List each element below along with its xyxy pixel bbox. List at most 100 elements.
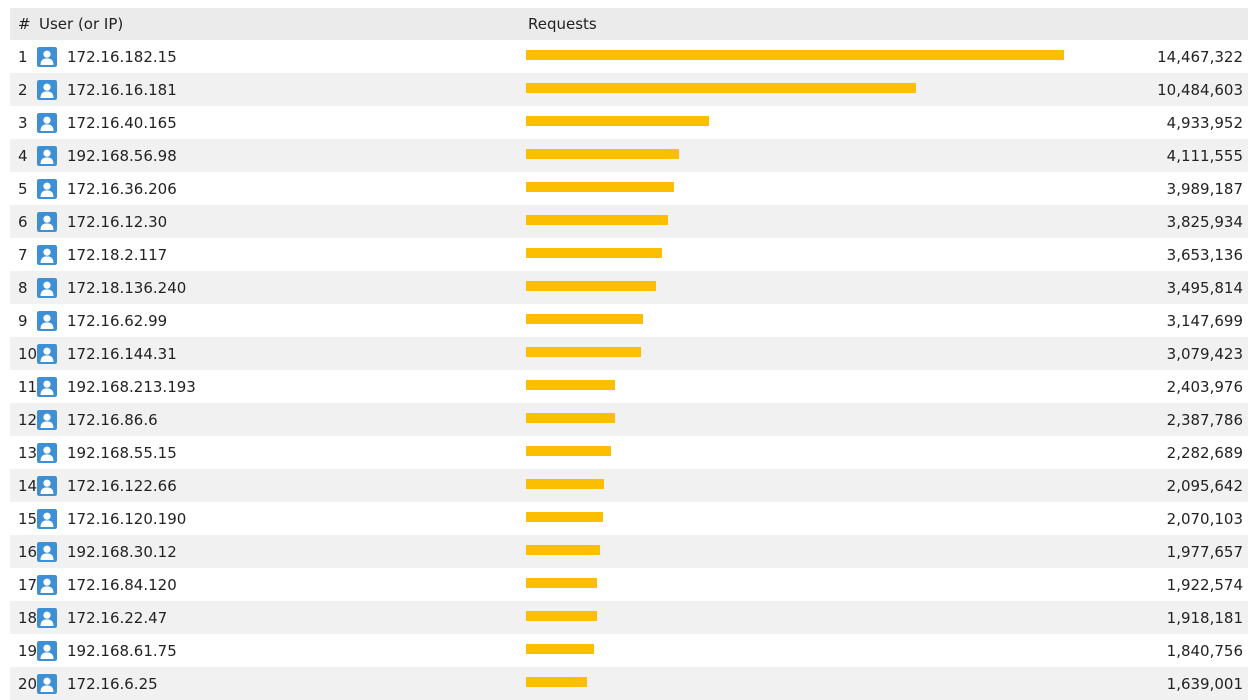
row-user[interactable]: 172.18.136.240 xyxy=(37,277,524,298)
requests-bar xyxy=(526,182,674,192)
row-requests-value: 3,079,423 xyxy=(1166,344,1243,363)
row-bar-cell xyxy=(524,370,1069,403)
row-user[interactable]: 172.16.40.165 xyxy=(37,112,524,133)
table-row[interactable]: 12 172.16.86.6 2,387,786 xyxy=(10,403,1248,436)
row-user-label: 172.18.136.240 xyxy=(67,278,187,297)
row-requests-value: 1,918,181 xyxy=(1166,608,1243,627)
row-user[interactable]: 172.16.86.6 xyxy=(37,409,524,430)
row-user[interactable]: 172.18.2.117 xyxy=(37,244,524,265)
row-user-label: 172.18.2.117 xyxy=(67,245,168,264)
row-user[interactable]: 172.16.84.120 xyxy=(37,574,524,595)
table-row[interactable]: 4 192.168.56.98 4,111,555 xyxy=(10,139,1248,172)
table-row[interactable]: 14 172.16.122.66 2,095,642 xyxy=(10,469,1248,502)
table-row[interactable]: 17 172.16.84.120 1,922,574 xyxy=(10,568,1248,601)
row-user-label: 192.168.56.98 xyxy=(67,146,177,165)
user-icon xyxy=(37,211,67,232)
table-row[interactable]: 11 192.168.213.193 2,403,976 xyxy=(10,370,1248,403)
row-user[interactable]: 172.16.22.47 xyxy=(37,607,524,628)
requests-bar xyxy=(526,281,656,291)
row-user[interactable]: 172.16.12.30 xyxy=(37,211,524,232)
user-icon xyxy=(37,46,67,67)
table-row[interactable]: 8 172.18.136.240 3,495,814 xyxy=(10,271,1248,304)
row-user[interactable]: 172.16.62.99 xyxy=(37,310,524,331)
row-requests-value: 1,922,574 xyxy=(1166,575,1243,594)
requests-bar xyxy=(526,314,643,324)
row-user-label: 172.16.62.99 xyxy=(67,311,168,330)
table-row[interactable]: 15 172.16.120.190 2,070,103 xyxy=(10,502,1248,535)
row-requests-value: 4,111,555 xyxy=(1166,146,1243,165)
header-rank[interactable]: # xyxy=(18,15,31,33)
row-bar-cell xyxy=(524,634,1069,667)
row-user[interactable]: 172.16.6.25 xyxy=(37,673,524,694)
row-bar-cell xyxy=(524,238,1069,271)
requests-bar xyxy=(526,248,662,258)
row-bar-cell xyxy=(524,667,1069,700)
row-user[interactable]: 192.168.213.193 xyxy=(37,376,524,397)
user-icon xyxy=(37,673,67,694)
row-requests-value: 3,653,136 xyxy=(1166,245,1243,264)
table-row[interactable]: 20 172.16.6.25 1,639,001 xyxy=(10,667,1248,700)
row-user[interactable]: 172.16.122.66 xyxy=(37,475,524,496)
row-user[interactable]: 192.168.61.75 xyxy=(37,640,524,661)
table-row[interactable]: 13 192.168.55.15 2,282,689 xyxy=(10,436,1248,469)
row-requests-value: 2,403,976 xyxy=(1166,377,1243,396)
user-icon xyxy=(37,541,67,562)
row-bar-cell xyxy=(524,403,1069,436)
requests-bar xyxy=(526,644,594,654)
user-icon xyxy=(37,640,67,661)
table-row[interactable]: 10 172.16.144.31 3,079,423 xyxy=(10,337,1248,370)
user-icon xyxy=(37,508,67,529)
table-row[interactable]: 1 172.16.182.15 14,467,322 xyxy=(10,40,1248,73)
row-user[interactable]: 192.168.30.12 xyxy=(37,541,524,562)
row-requests-value: 3,495,814 xyxy=(1166,278,1243,297)
table-row[interactable]: 5 172.16.36.206 3,989,187 xyxy=(10,172,1248,205)
row-user-label: 172.16.36.206 xyxy=(67,179,177,198)
header-user[interactable]: User (or IP) xyxy=(39,15,124,33)
row-user[interactable]: 172.16.16.181 xyxy=(37,79,524,100)
row-user[interactable]: 172.16.182.15 xyxy=(37,46,524,67)
row-rank: 12 xyxy=(18,410,38,429)
row-user[interactable]: 192.168.55.15 xyxy=(37,442,524,463)
row-requests-value: 2,070,103 xyxy=(1166,509,1243,528)
requests-bar xyxy=(526,677,587,687)
table-row[interactable]: 9 172.16.62.99 3,147,699 xyxy=(10,304,1248,337)
header-requests[interactable]: Requests xyxy=(528,15,597,33)
table-row[interactable]: 19 192.168.61.75 1,840,756 xyxy=(10,634,1248,667)
table-row[interactable]: 3 172.16.40.165 4,933,952 xyxy=(10,106,1248,139)
row-user-label: 172.16.40.165 xyxy=(67,113,177,132)
user-icon xyxy=(37,178,67,199)
requests-bar xyxy=(526,149,679,159)
row-rank: 19 xyxy=(18,641,38,660)
row-bar-cell xyxy=(524,436,1069,469)
user-icon xyxy=(37,574,67,595)
user-icon xyxy=(37,145,67,166)
row-rank: 14 xyxy=(18,476,38,495)
requests-bar xyxy=(526,446,611,456)
row-requests-value: 1,840,756 xyxy=(1166,641,1243,660)
row-requests-value: 4,933,952 xyxy=(1166,113,1243,132)
row-user[interactable]: 192.168.56.98 xyxy=(37,145,524,166)
row-user[interactable]: 172.16.120.190 xyxy=(37,508,524,529)
row-rank: 3 xyxy=(18,113,28,132)
row-user-label: 172.16.22.47 xyxy=(67,608,168,627)
row-requests-value: 3,989,187 xyxy=(1166,179,1243,198)
row-user-label: 172.16.182.15 xyxy=(67,47,177,66)
requests-bar xyxy=(526,83,916,93)
requests-bar xyxy=(526,380,615,390)
table-row[interactable]: 2 172.16.16.181 10,484,603 xyxy=(10,73,1248,106)
user-icon xyxy=(37,277,67,298)
row-user-label: 172.16.6.25 xyxy=(67,674,158,693)
user-icon xyxy=(37,244,67,265)
requests-bar xyxy=(526,413,615,423)
row-user[interactable]: 172.16.36.206 xyxy=(37,178,524,199)
row-rank: 16 xyxy=(18,542,38,561)
row-bar-cell xyxy=(524,139,1069,172)
user-icon xyxy=(37,79,67,100)
row-user[interactable]: 172.16.144.31 xyxy=(37,343,524,364)
table-row[interactable]: 6 172.16.12.30 3,825,934 xyxy=(10,205,1248,238)
table-row[interactable]: 7 172.18.2.117 3,653,136 xyxy=(10,238,1248,271)
row-rank: 20 xyxy=(18,674,38,693)
table-row[interactable]: 16 192.168.30.12 1,977,657 xyxy=(10,535,1248,568)
row-requests-value: 3,147,699 xyxy=(1166,311,1243,330)
table-row[interactable]: 18 172.16.22.47 1,918,181 xyxy=(10,601,1248,634)
